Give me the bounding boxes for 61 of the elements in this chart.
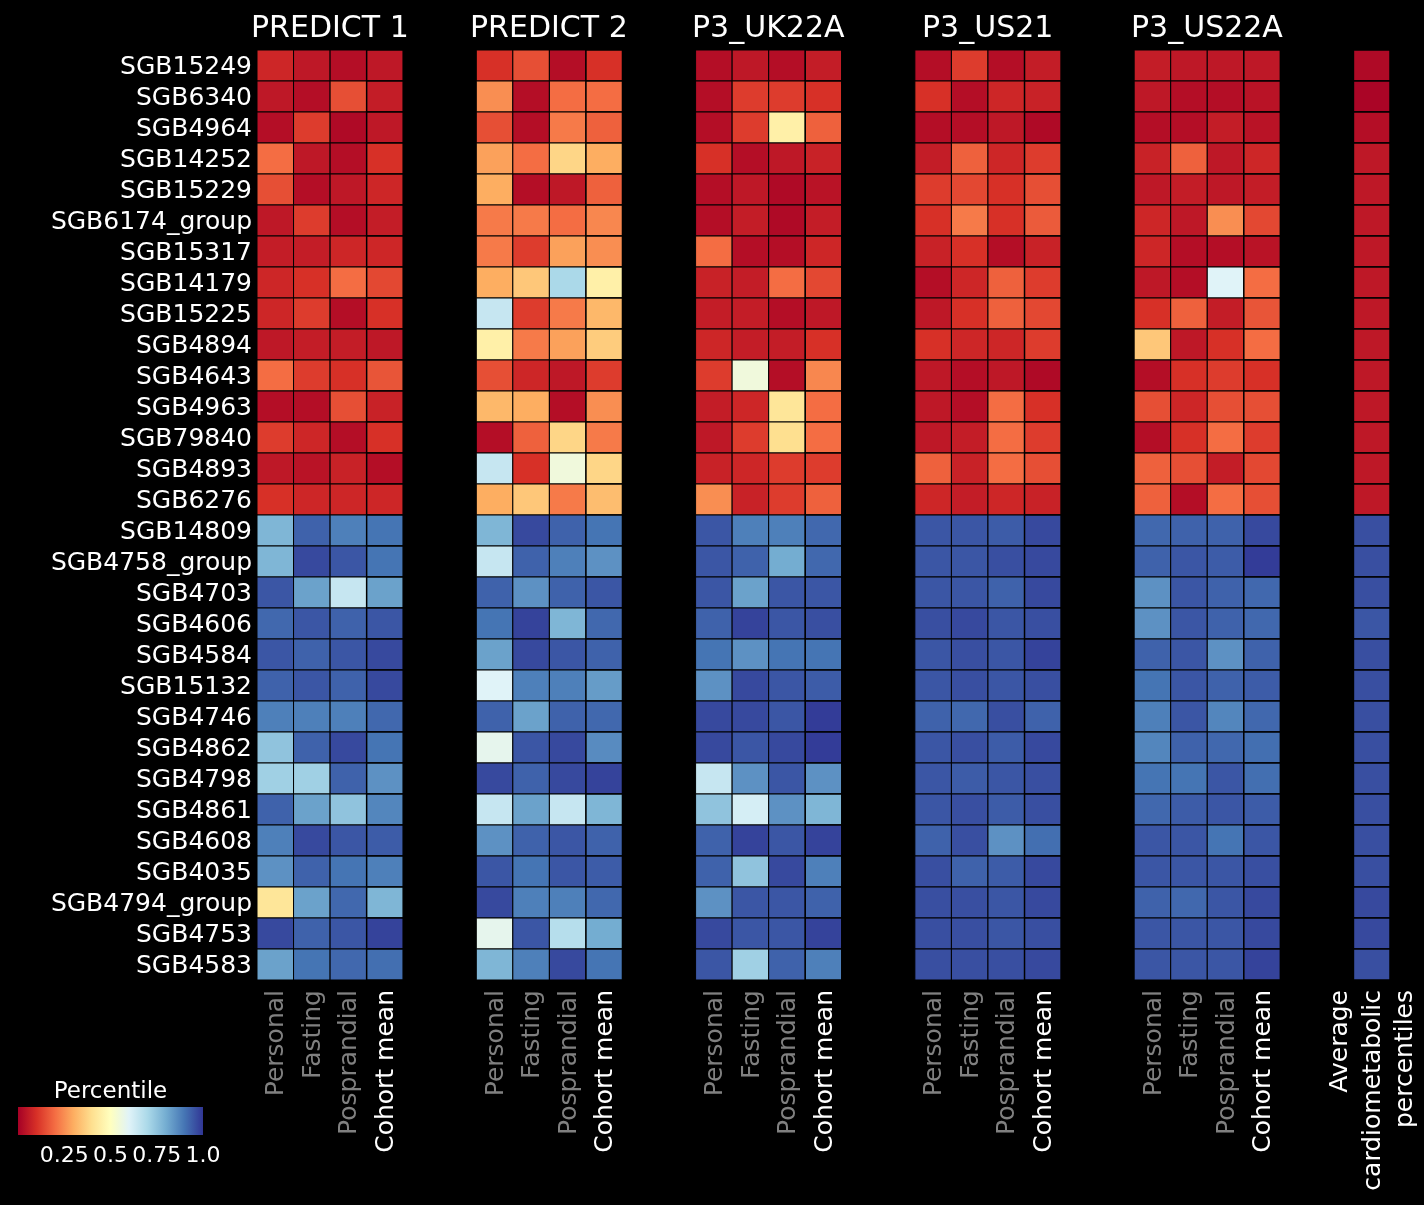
y-tick-label: SGB4794_group [50,888,252,918]
text: P3_US21 [922,9,1054,44]
y-tick-label: SGB4861 [135,795,252,825]
x-tick-label: Fasting [1174,990,1204,1079]
x-tick-label: Cohort mean [1247,990,1277,1153]
x-tick-label: Posprandial [772,990,802,1135]
color-bar-title: Percentile [53,1077,168,1104]
x-tick-label: Fasting [735,990,765,1079]
y-tick-label: SGB15317 [120,237,252,267]
color-bar-label: 0.25 [39,1141,89,1167]
x-tick-label: Posprandial [1210,990,1240,1135]
text: P3_UK22A [692,9,845,44]
y-tick-label: SGB4584 [135,640,252,670]
y-tick-label: SGB6276 [135,485,252,515]
y-tick-label: SGB14179 [120,268,252,298]
text: PREDICT 2 [470,9,628,44]
y-tick-label: SGB4035 [135,857,252,887]
y-tick-label: SGB4753 [135,919,252,949]
y-tick-label: SGB4893 [135,454,252,484]
x-tick-label: Personal [260,990,290,1097]
x-tick-label: Posprandial [552,990,582,1135]
y-tick-label: SGB79840 [120,423,252,453]
x-tick-label: Personal [1137,990,1167,1097]
text: P3_US22A [1131,9,1284,44]
y-tick-label: SGB4964 [135,113,252,143]
y-tick-label: SGB4894 [135,330,252,360]
y-tick-label: SGB14252 [120,144,252,174]
x-tick-label: Personal [698,990,728,1097]
x-tick-label: Personal [479,990,509,1097]
y-tick-label: SGB15132 [120,671,252,701]
x-tick-label: Cohort mean [1027,990,1057,1153]
x-tick-label: Cohort mean [370,990,400,1153]
x-tick-label: Cohort mean [589,990,619,1153]
y-tick-label: SGB4746 [135,702,252,732]
color-bar-label: 0.5 [92,1141,128,1167]
y-tick-label: SGB4606 [135,609,252,639]
y-tick-label: SGB14809 [120,516,252,546]
y-tick-label: SGB15249 [120,51,252,81]
y-tick-label: SGB15225 [120,299,252,329]
x-tick-label: Average cardiometabolic percentiles [1324,990,1419,1191]
x-tick-label: Fasting [954,990,984,1079]
x-tick-label: Fasting [516,990,546,1079]
x-tick-label: Posprandial [333,990,363,1135]
y-tick-label: SGB4862 [135,733,252,763]
x-tick-label: Personal [918,990,948,1097]
y-tick-label: SGB15229 [120,175,252,205]
text: PREDICT 1 [251,9,409,44]
y-tick-label: SGB4608 [135,826,252,856]
y-tick-label: SGB4583 [135,950,252,980]
y-tick-label: SGB4963 [135,392,252,422]
x-tick-label: Fasting [296,990,326,1079]
y-tick-label: SGB6340 [135,82,252,112]
y-tick-label: SGB4703 [135,578,252,608]
color-bar-label: 1.0 [185,1141,221,1167]
x-tick-label: Cohort mean [808,990,838,1153]
x-tick-label: Posprandial [991,990,1021,1135]
y-tick-label: SGB4798 [135,764,252,794]
y-tick-label: SGB4643 [135,361,252,391]
y-tick-label: SGB4758_group [50,547,252,577]
color-bar-label: 0.75 [132,1141,182,1167]
y-tick-label: SGB6174_group [50,206,252,236]
